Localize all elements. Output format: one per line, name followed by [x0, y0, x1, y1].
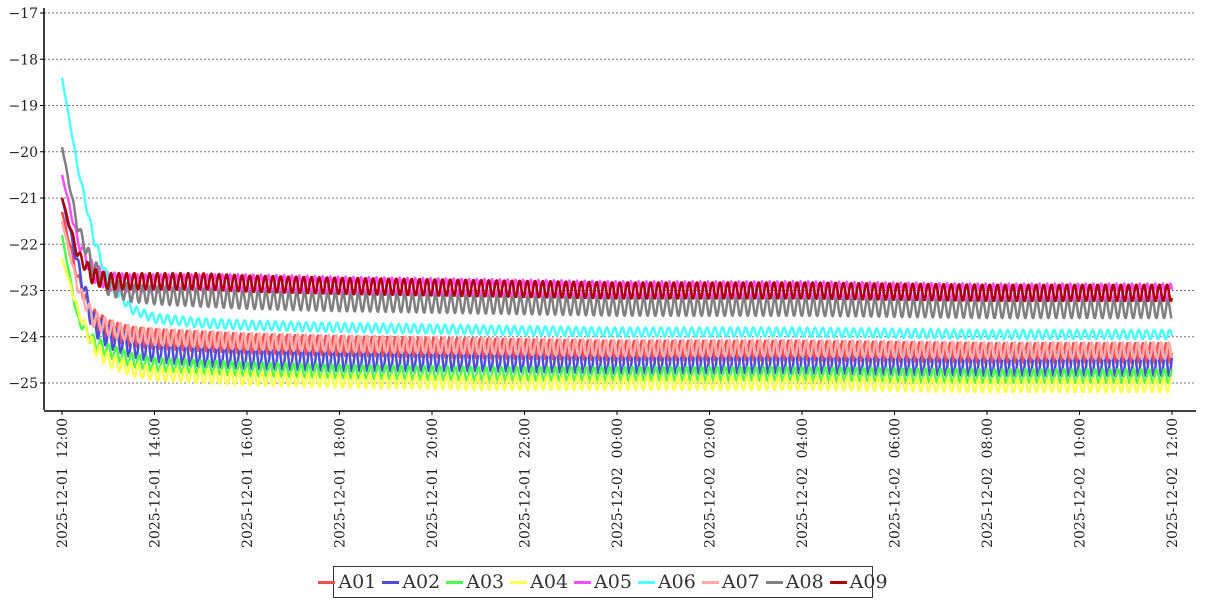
legend-label: A06 [657, 571, 696, 593]
series-line-a05 [60, 174, 1174, 304]
legend-label: A05 [594, 571, 632, 593]
series-line-a08 [60, 146, 1173, 320]
legend-item-a05: A05 [574, 571, 632, 593]
x-tick-label: 2025-12-01 12:00 [55, 418, 71, 548]
series-line-a03 [60, 234, 1174, 385]
legend-label: A08 [785, 571, 824, 593]
legend-swatch [446, 580, 464, 584]
legend-item-a02: A02 [382, 571, 440, 593]
x-tick-label: 2025-12-02 08:00 [980, 418, 996, 548]
x-tick-label: 2025-12-01 14:00 [148, 418, 164, 548]
legend-swatch [637, 580, 655, 584]
legend-item-a09: A09 [829, 571, 888, 593]
legend-swatch [765, 580, 783, 584]
x-tick-label: 2025-12-02 10:00 [1073, 418, 1089, 548]
series-line-a07 [60, 220, 1174, 361]
legend-item-a01: A01 [318, 571, 376, 593]
legend-swatch [574, 580, 592, 584]
x-tick-label: 2025-12-01 22:00 [518, 418, 534, 548]
y-tick-label: −20 [8, 145, 38, 161]
y-tick-label: −24 [8, 330, 38, 346]
y-tick-label: −17 [8, 6, 38, 22]
legend-label: A03 [466, 571, 505, 593]
x-tick-label: 2025-12-02 04:00 [795, 418, 811, 548]
x-tick-label: 2025-12-01 16:00 [240, 418, 256, 548]
legend-swatch [701, 580, 719, 584]
legend-swatch [318, 580, 336, 584]
legend-label: A01 [338, 571, 377, 593]
grid-lines [40, 12, 1196, 384]
series-line-a04 [60, 257, 1173, 394]
axes [43, 8, 1196, 412]
legend-item-a07: A07 [701, 571, 760, 593]
x-tick-label: 2025-12-01 18:00 [333, 418, 349, 548]
y-tick-label: −22 [8, 237, 38, 253]
legend: A01 A02 A03 A04 A05 A06 A07 A08 A09 [318, 566, 888, 598]
legend-item-a06: A06 [637, 571, 696, 593]
legend-swatch [510, 580, 528, 584]
x-tick-label: 2025-12-02 02:00 [703, 418, 719, 548]
x-tick-labels: 2025-12-01 12:00 2025-12-01 14:00 2025-12-… [55, 411, 1181, 548]
legend-item-a03: A03 [446, 571, 504, 593]
y-tick-labels: −17 −18 −19 −20 −21 −22 −23 −24 −25 [8, 6, 38, 392]
legend-label: A09 [849, 571, 888, 593]
series-line-a06 [60, 77, 1174, 341]
legend-item-a04: A04 [510, 571, 568, 593]
x-tick-label: 2025-12-02 00:00 [610, 418, 626, 548]
y-tick-label: −21 [8, 191, 38, 207]
x-tick-label: 2025-12-01 20:00 [425, 418, 441, 548]
x-tick-label: 2025-12-02 06:00 [888, 418, 904, 548]
y-tick-label: −19 [8, 99, 38, 115]
legend-item-a08: A08 [765, 571, 824, 593]
y-tick-label: −23 [8, 284, 38, 300]
legend-swatch [382, 580, 400, 584]
legend-label: A04 [530, 571, 569, 593]
legend-label: A02 [402, 571, 441, 593]
legend-swatch [829, 580, 847, 584]
series-layer [60, 77, 1174, 394]
y-tick-label: −18 [8, 52, 38, 68]
series-line-a09 [60, 197, 1174, 303]
legend-label: A07 [721, 571, 760, 593]
x-tick-label: 2025-12-02 12:00 [1165, 418, 1181, 548]
y-tick-label: −25 [8, 376, 38, 392]
